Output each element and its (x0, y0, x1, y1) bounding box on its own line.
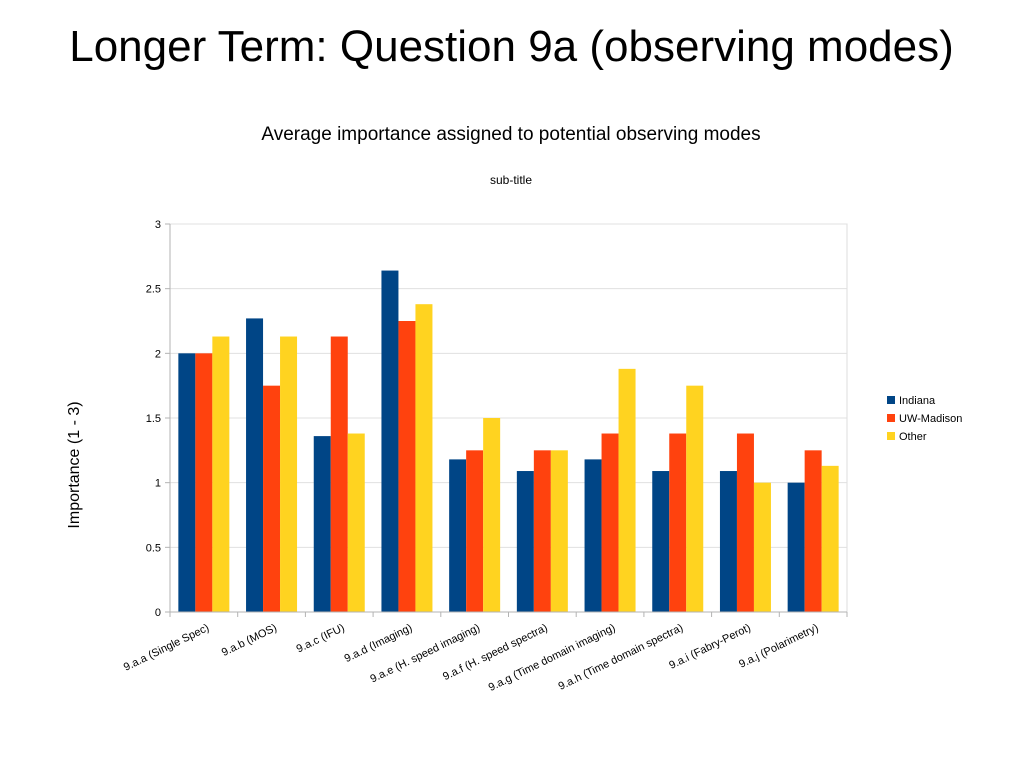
bar-other (483, 418, 501, 612)
y-tick-label: 1 (155, 478, 161, 490)
bar-other (347, 433, 365, 612)
bar-indiana (178, 353, 196, 612)
x-tick-label: 9.a.g (Time domain imaging) (487, 622, 618, 694)
x-tick-label: 9.a.h (Time domain spectra) (557, 622, 686, 693)
x-tick-label: 9.a.e (H. speed imaging) (368, 622, 482, 686)
bar-uw-madison (466, 450, 484, 612)
bars (178, 270, 839, 612)
y-tick-label: 0.5 (146, 542, 161, 554)
legend-swatch (887, 414, 895, 422)
bar-indiana (381, 270, 399, 612)
y-tick-label: 0 (155, 607, 161, 619)
bar-uw-madison (601, 433, 619, 612)
x-tick-label: 9.a.c (IFU) (295, 622, 347, 656)
bar-other (686, 385, 704, 612)
bar-uw-madison (263, 385, 281, 612)
legend-swatch (887, 396, 895, 404)
bar-other (821, 465, 839, 612)
bar-other (618, 368, 636, 612)
bar-uw-madison (398, 321, 416, 612)
bar-uw-madison (330, 336, 348, 612)
y-tick-label: 1.5 (146, 413, 161, 425)
chart-title: Average importance assigned to potential… (261, 124, 760, 145)
legend: Indiana UW-Madison Other (887, 395, 962, 443)
bar-uw-madison (736, 433, 754, 612)
legend-label: Other (899, 431, 927, 443)
slide-title: Longer Term: Question 9a (observing mode… (69, 22, 954, 71)
bar-other (415, 304, 433, 612)
bar-indiana (652, 471, 670, 612)
bar-uw-madison (804, 450, 822, 612)
y-tick-label: 2 (155, 348, 161, 360)
bar-uw-madison (533, 450, 551, 612)
bar-other (753, 482, 771, 612)
bar-other (550, 450, 568, 612)
bar-indiana (584, 459, 602, 612)
legend-label: Indiana (899, 395, 936, 407)
y-tick-label: 3 (155, 219, 161, 231)
x-tick-label: 9.a.a (Single Spec) (122, 622, 211, 674)
legend-swatch (887, 432, 895, 440)
legend-label: UW-Madison (899, 413, 962, 425)
bar-uw-madison (669, 433, 687, 612)
bar-indiana (246, 318, 264, 612)
chart-subtitle: sub-title (490, 173, 532, 187)
bar-other (212, 336, 230, 612)
bar-indiana (516, 471, 534, 612)
bar-indiana (719, 471, 737, 612)
bar-indiana (449, 459, 467, 612)
bar-other (280, 336, 298, 612)
y-tick-label: 2.5 (146, 284, 161, 296)
bar-indiana (787, 482, 805, 612)
y-axis-label: Importance (1 - 3) (66, 401, 83, 528)
x-tick-label: 9.a.b (MOS) (220, 622, 279, 659)
bar-indiana (313, 436, 331, 612)
bar-uw-madison (195, 353, 213, 612)
